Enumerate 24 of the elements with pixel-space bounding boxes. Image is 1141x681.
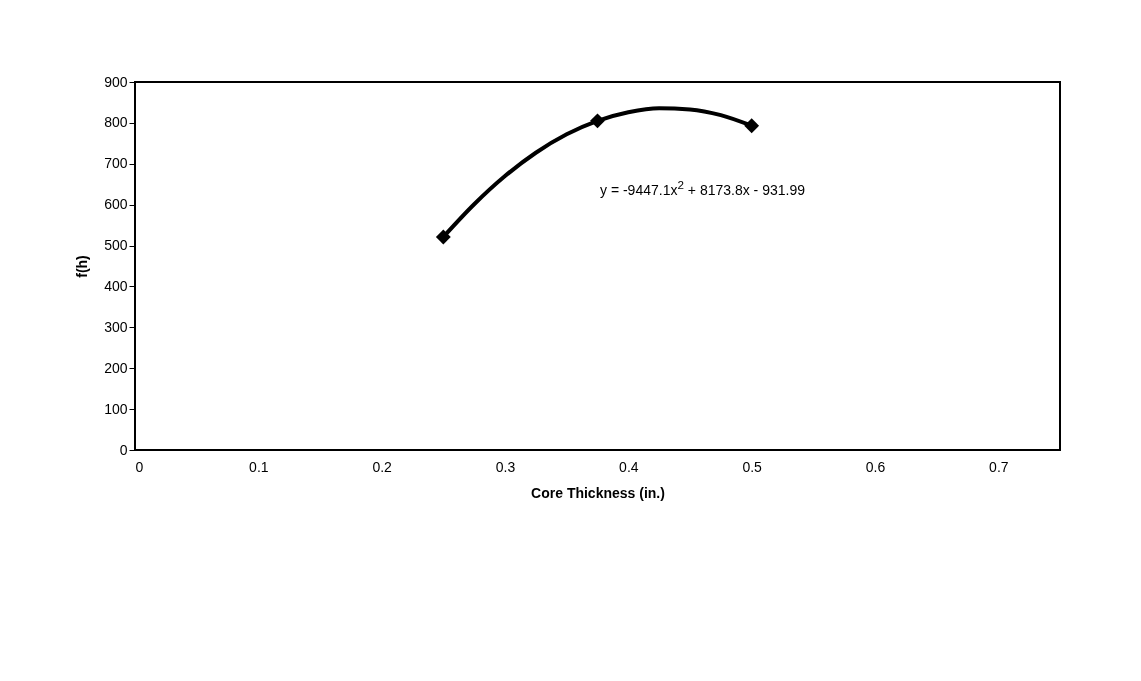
y-tick-label: 600 xyxy=(104,196,128,213)
point xyxy=(590,113,605,129)
x-tick-label: 0.5 xyxy=(742,458,763,475)
y-tick-label: 400 xyxy=(104,277,128,294)
y-tick-label: 700 xyxy=(104,155,128,172)
point xyxy=(744,118,760,134)
x-tick-label: 0.4 xyxy=(619,458,639,475)
y-axis-title: f(h) xyxy=(74,255,91,278)
annotation: y = -9447.1x$^{2}$ + 8173.8x - 931.99 xyxy=(600,178,805,198)
y-tick-label: 300 xyxy=(104,318,128,335)
y-tick-label: 0 xyxy=(119,441,128,458)
y-tick-label: 900 xyxy=(104,73,128,90)
y-tick-label: 500 xyxy=(104,237,128,254)
point xyxy=(435,229,451,245)
x-tick-label: 0.1 xyxy=(249,458,269,475)
x-tick-label: 0.2 xyxy=(372,458,393,475)
y-tick-label: 800 xyxy=(104,114,128,131)
x-tick-label: 0.6 xyxy=(865,458,886,475)
x-tick-label: 0.3 xyxy=(495,458,516,475)
x-tick-label: 0.7 xyxy=(989,458,1009,475)
y-tick-label: 200 xyxy=(104,359,128,376)
y-tick-label: 100 xyxy=(104,400,128,417)
x-tick-label: 0 xyxy=(135,458,144,475)
x-axis-title: Core Thickness (in.) xyxy=(531,484,665,501)
